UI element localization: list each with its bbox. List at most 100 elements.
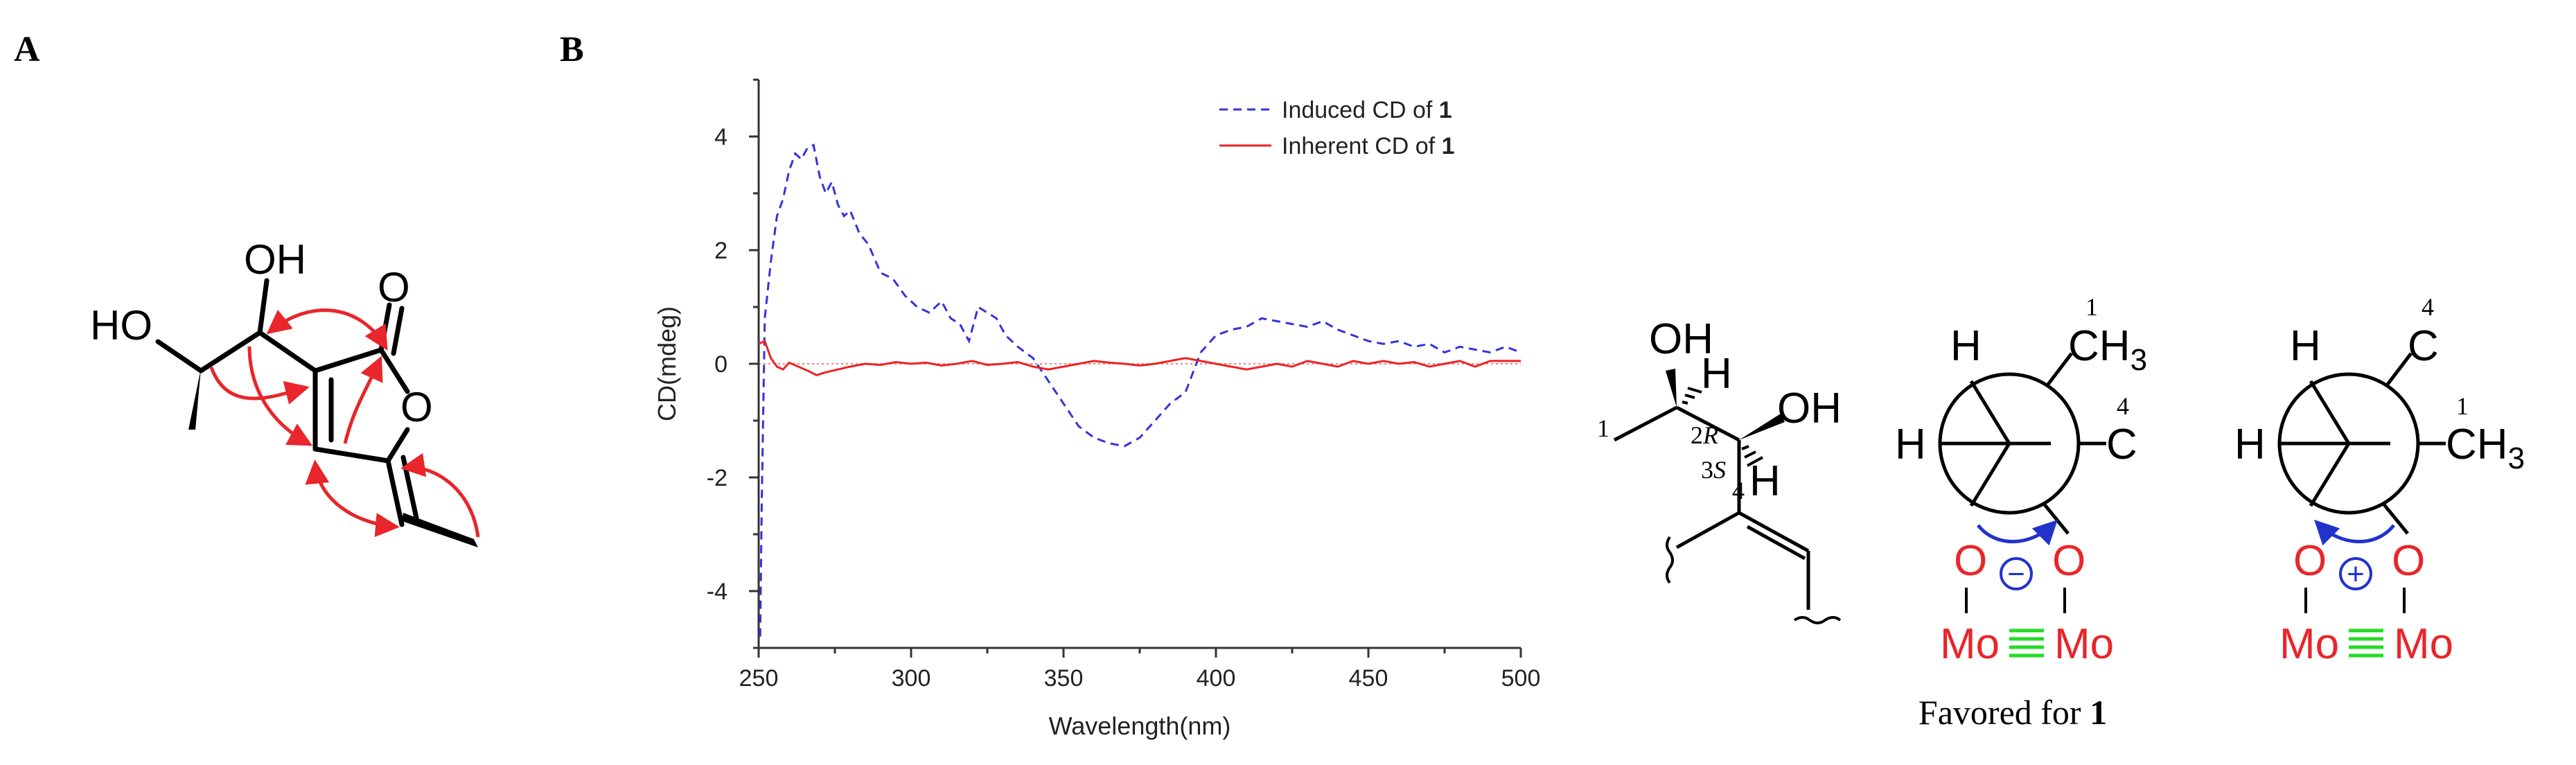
- x-axis-label: Wavelength(nm): [1049, 712, 1231, 740]
- newman-c: C: [2408, 322, 2439, 370]
- newman-h-top: H: [1950, 322, 1982, 370]
- y-tick-label: 2: [714, 238, 727, 264]
- label-1: 1: [2456, 392, 2469, 420]
- front-bond-o: [1969, 442, 2011, 507]
- panel-label-b: B: [560, 30, 584, 69]
- structure-a: [155, 278, 420, 527]
- y-tick-label: 0: [714, 351, 727, 378]
- bond-c3-c2: [312, 347, 384, 373]
- front-bond-h-top: [2309, 380, 2351, 445]
- sign-circle: [2000, 557, 2033, 590]
- bond-c4-wavy: [1675, 511, 1740, 549]
- label-4: 4: [2421, 293, 2434, 321]
- newman-h-left: H: [1895, 421, 1926, 468]
- newman-ch3: CH3: [2068, 322, 2147, 377]
- wavy-bond: [1793, 616, 1842, 624]
- wedge-c3-oh: [1739, 414, 1785, 440]
- c2-config: R: [1702, 421, 1718, 449]
- label-ring-o: O: [400, 384, 433, 430]
- bond-o-ring-c5: [385, 427, 410, 464]
- bond-c2-o-carbonyl-2: [391, 306, 405, 356]
- sign-circle: [2339, 557, 2372, 590]
- back-bond-c: [2385, 352, 2412, 387]
- mo-1: Mo: [2279, 620, 2339, 668]
- bond-c5-c4: [312, 446, 391, 464]
- wedge-c2p-ch3: [188, 369, 201, 430]
- x-tick-label: 250: [739, 665, 779, 692]
- bond-c1p-oh: [257, 278, 270, 335]
- c3-config: S: [1713, 456, 1726, 484]
- mo-2: Mo: [2054, 620, 2114, 668]
- mo-triple-bond: [2349, 628, 2383, 658]
- hash-c3-h: [1744, 450, 1756, 459]
- cd-chart: -4 -2 0 2 4 250 300 350 400 450 500 Wavelength(nm) C…: [653, 78, 1541, 740]
- y-tick-label: -4: [707, 579, 727, 605]
- hmbc-arrows: [209, 308, 480, 538]
- label-c3: 3S: [1701, 456, 1726, 484]
- x-tick-label: 500: [1501, 665, 1541, 692]
- label-oh2: OH: [1777, 385, 1842, 432]
- label-oh-top: OH: [244, 236, 306, 283]
- hash-c2-h: [1684, 394, 1695, 399]
- label-h1: H: [1701, 350, 1732, 398]
- y-tick-label: 4: [714, 124, 727, 150]
- stereo-structure: OH H OH H 1 2R 3S 4: [1597, 315, 1842, 624]
- c2-number: 2: [1691, 421, 1703, 449]
- rotation-arrow: [2314, 520, 2395, 546]
- oxygen-2: O: [2052, 537, 2085, 585]
- hash-c3-h: [1747, 456, 1763, 467]
- newman-left: H H CH3 C 1 4 O O Mo Mo −: [1895, 293, 2147, 668]
- hash-c3-h: [1741, 445, 1749, 450]
- label-oh1: OH: [1649, 315, 1713, 363]
- legend-label-1: Inherent CD of 1: [1282, 133, 1454, 159]
- sub-3: 3: [2131, 343, 2147, 377]
- bond-c3-c1p: [257, 330, 318, 373]
- bond-c5-exo: [385, 458, 405, 527]
- x-tick-label: 350: [1044, 665, 1084, 692]
- newman-right: H H C CH3 4 1 O O Mo Mo +: [2234, 293, 2525, 668]
- label-c2: 2R: [1691, 421, 1718, 449]
- x-tick-label: 450: [1349, 665, 1388, 692]
- rotation-arrow: [1977, 520, 2058, 546]
- bond-c4-c5-double: [1746, 525, 1806, 561]
- mo-1: Mo: [1940, 620, 2000, 668]
- front-bond-o: [2309, 442, 2351, 507]
- hmbc-arrow: [209, 367, 310, 405]
- legend-label-0: Induced CD of 1: [1282, 97, 1452, 123]
- panel-label-a: A: [14, 30, 40, 69]
- c3-number: 3: [1701, 456, 1713, 484]
- sign-positive: +: [2347, 557, 2365, 591]
- newman-h-left: H: [2234, 421, 2266, 468]
- hmbc-arrow: [343, 355, 383, 444]
- front-bond-h-top: [1969, 380, 2011, 445]
- x-tick-label: 400: [1197, 665, 1236, 692]
- bond-c1-c2: [1613, 405, 1678, 442]
- newman-c: C: [2106, 421, 2137, 468]
- newman-h-top: H: [2290, 322, 2321, 370]
- caption: Favored for 1: [1918, 693, 2107, 732]
- y-tick-label: -2: [707, 465, 727, 491]
- bond-c2-o-ring: [378, 347, 410, 394]
- hash-c2-h: [1682, 401, 1688, 405]
- oxygen-2: O: [2392, 537, 2425, 585]
- x-tick-label: 300: [892, 665, 931, 692]
- back-bond-o: [2382, 502, 2409, 535]
- oxygen-1: O: [2293, 537, 2327, 585]
- wavy-bond: [1666, 536, 1674, 584]
- label-1: 1: [2085, 293, 2098, 321]
- hmbc-arrow: [400, 452, 480, 538]
- series-line-0: [759, 143, 1521, 637]
- y-axis-label: CD(mdeg): [653, 306, 681, 421]
- back-bond-ch3: [2046, 352, 2073, 387]
- label-h2: H: [1749, 457, 1781, 505]
- ch-text: CH: [2446, 421, 2508, 468]
- bond-c1p-c2p: [198, 330, 263, 373]
- hmbc-arrow: [266, 308, 388, 351]
- hmbc-arrow: [247, 346, 313, 446]
- sub-3: 3: [2508, 441, 2525, 475]
- hash-c2-h: [1687, 387, 1702, 394]
- series-line-1: [758, 340, 1521, 377]
- newman-ch3: CH3: [2446, 421, 2525, 475]
- label-4: 4: [2117, 392, 2129, 420]
